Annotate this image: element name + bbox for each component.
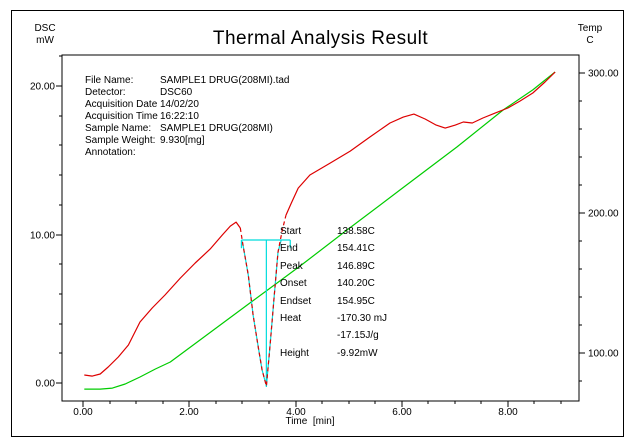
axis-tick-label: 300.00 xyxy=(588,69,619,80)
axis-tick-label: 8.00 xyxy=(498,407,518,418)
result-row-label: End xyxy=(280,243,298,255)
info-row-label: Acquisition Time xyxy=(85,111,158,122)
result-row-label xyxy=(280,327,337,344)
peak-results-block: Start 138.58C End 154.41C Peak 146.89C Onset 14… xyxy=(280,223,387,362)
info-row: File Name: SAMPLE1 DRUG(208MI).tad xyxy=(85,75,290,87)
axis-tick-label: 4.00 xyxy=(286,407,306,418)
result-row-value: 140.20C xyxy=(337,278,375,290)
right-axis-unit-line2: C xyxy=(586,35,594,46)
info-row-value: DSC60 xyxy=(160,87,193,98)
info-row-value: SAMPLE1 DRUG(208MI) xyxy=(160,123,273,134)
right-axis-unit-line1: Temp xyxy=(577,23,603,34)
info-row-label: Sample Weight: xyxy=(85,135,156,146)
info-row-label: Acquisition Date xyxy=(85,99,158,110)
result-row: Heat -170.30 mJ xyxy=(280,310,387,327)
result-row: End 154.41C xyxy=(280,240,387,257)
axis-tick-label: 200.00 xyxy=(588,209,619,220)
info-row: Annotation: xyxy=(85,147,290,159)
plot-border xyxy=(61,54,580,402)
info-row-label: File Name: xyxy=(85,75,134,86)
info-row-label: Detector: xyxy=(85,87,126,98)
result-row-value: 146.89C xyxy=(337,260,375,272)
axis-tick-label: 0.00 xyxy=(73,407,93,418)
info-row: Sample Name: SAMPLE1 DRUG(208MI) xyxy=(85,123,290,135)
result-row-label: Heat xyxy=(280,313,302,325)
result-row-value: 154.41C xyxy=(337,243,375,255)
dsc-curve xyxy=(84,221,241,377)
info-row-value: 14/02/20 xyxy=(160,99,199,110)
result-row-label: Height xyxy=(280,347,309,359)
left-axis-unit-label: DSC mW xyxy=(30,23,60,47)
dsc-curve-peak-dashed xyxy=(239,214,287,387)
result-row-value: -9.92mW xyxy=(337,347,378,359)
axis-tick-label: 10.00 xyxy=(30,231,55,242)
peak-left-flank-line xyxy=(240,239,267,387)
result-row-label: Endset xyxy=(280,295,312,307)
info-row-value: 9.930[mg] xyxy=(160,135,205,146)
result-row-label: Peak xyxy=(280,260,303,272)
info-row-label: Sample Name: xyxy=(85,123,152,134)
axis-tick-label: 20.00 xyxy=(30,82,55,93)
info-row-value: 16:22:10 xyxy=(160,111,199,122)
right-axis-unit-label: Temp C xyxy=(572,23,608,47)
info-row: Sample Weight: 9.930[mg] xyxy=(85,135,290,147)
left-axis-unit-line1: DSC xyxy=(34,23,56,34)
result-row: Endset 154.95C xyxy=(280,293,387,310)
result-row-value: -170.30 mJ xyxy=(337,313,388,325)
report-window-frame xyxy=(11,10,624,437)
result-row: Peak 146.89C xyxy=(280,258,387,275)
result-row: -17.15J/g xyxy=(280,327,387,344)
info-row: Acquisition Date 14/02/20 xyxy=(85,99,290,111)
result-row-label: Onset xyxy=(280,278,307,290)
result-row-value: 138.58C xyxy=(337,226,375,237)
result-row: Height -9.92mW xyxy=(280,345,387,362)
dsc-curve xyxy=(285,71,556,216)
axis-tick-label: 100.00 xyxy=(588,349,619,360)
info-row-value: SAMPLE1 DRUG(208MI).tad xyxy=(160,75,290,86)
axis-tick-label: 0.00 xyxy=(36,379,56,390)
x-axis-title: Time [min] xyxy=(285,416,335,427)
result-row-label: Start xyxy=(280,226,302,237)
info-row: Acquisition Time 16:22:10 xyxy=(85,111,290,123)
axis-tick-label: 2.00 xyxy=(179,407,199,418)
left-axis-unit-line2: mW xyxy=(36,35,54,46)
page-title: Thermal Analysis Result xyxy=(212,28,429,49)
result-row-value: -17.15J/g xyxy=(337,330,379,342)
peak-right-flank-line xyxy=(265,239,282,387)
info-row-label: Annotation: xyxy=(85,147,136,158)
result-row: Onset 140.20C xyxy=(280,275,387,292)
info-row: Detector: DSC60 xyxy=(85,87,290,99)
result-row-value: 154.95C xyxy=(337,295,375,307)
axis-tick-label: 6.00 xyxy=(392,407,412,418)
temperature-curve xyxy=(84,71,556,390)
result-row: Start 138.58C xyxy=(280,223,387,240)
info-block: File Name: SAMPLE1 DRUG(208MI).tad Detecto… xyxy=(85,75,290,159)
